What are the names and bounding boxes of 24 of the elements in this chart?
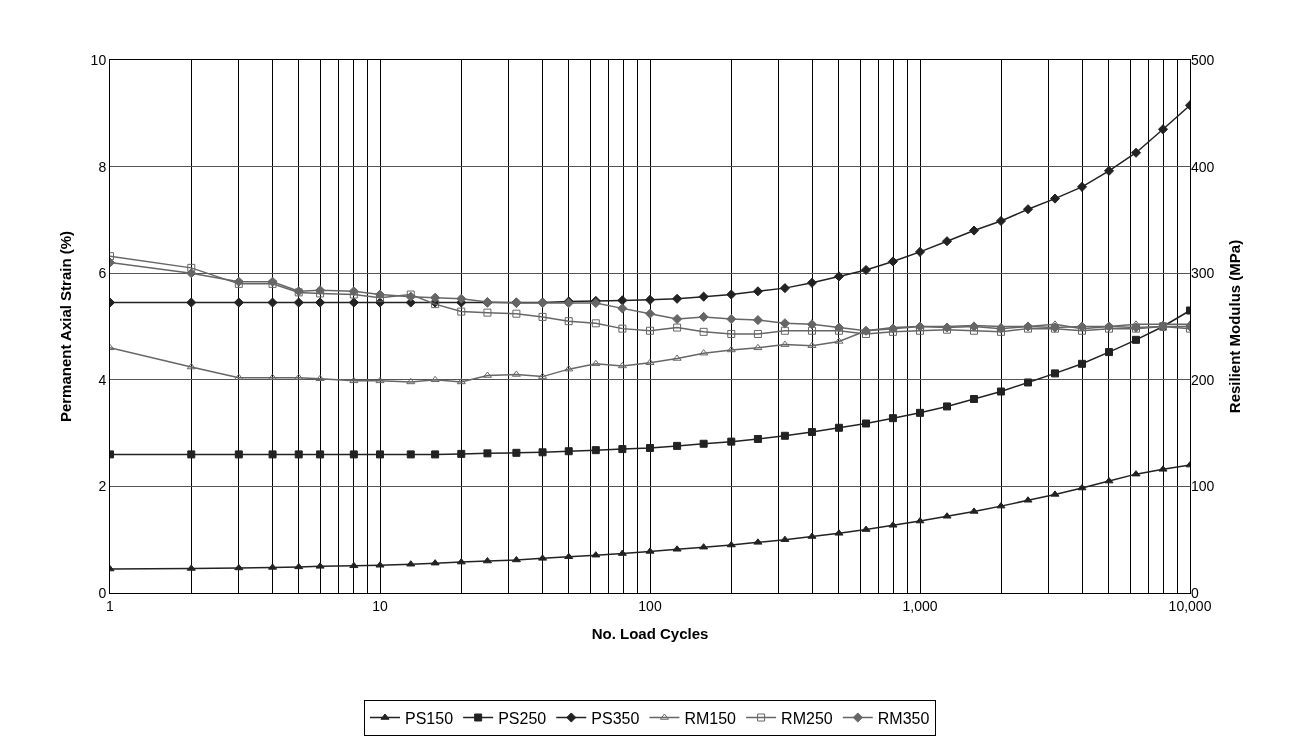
x-tick-label: 10	[372, 597, 388, 614]
y-axis-title: Permanent Axial Strain (%)	[56, 230, 74, 423]
y-tick-label: 4	[98, 371, 107, 388]
legend-label: RM250	[781, 709, 833, 727]
y2-tick-label: 500	[1191, 51, 1215, 68]
y2-tick-label: 300	[1191, 265, 1215, 282]
y2-tick-label: 400	[1191, 158, 1215, 175]
legend-label: RM350	[877, 709, 930, 727]
x-axis-title: No. Load Cycles	[591, 624, 709, 642]
legend-label: PS350	[591, 709, 640, 727]
y-tick-label: 0	[98, 584, 107, 601]
x-tick-label: 1	[106, 597, 115, 614]
y2-axis-title: Resilient Modulus (MPa)	[1225, 239, 1243, 414]
y2-tick-label: 100	[1191, 478, 1215, 495]
legend-label: RM150	[684, 709, 737, 727]
y-tick-label: 6	[98, 265, 107, 282]
x-tick-label: 100	[638, 597, 662, 614]
y-tick-label: 8	[98, 158, 107, 175]
legend-label: PS150	[405, 709, 454, 727]
y2-tick-label: 200	[1191, 371, 1215, 388]
y-tick-label: 2	[98, 478, 107, 495]
y-tick-label: 10	[90, 51, 107, 68]
x-tick-label: 1,000	[902, 597, 938, 614]
legend-label: PS250	[498, 709, 547, 727]
